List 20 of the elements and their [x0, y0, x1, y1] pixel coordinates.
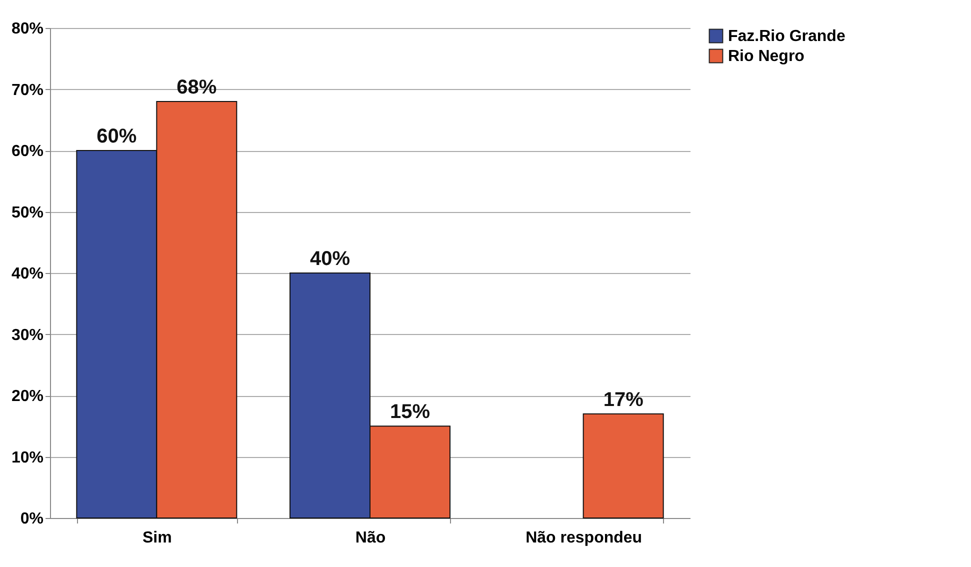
x-tick-label: Não — [355, 530, 386, 546]
data-label: 68% — [176, 76, 217, 98]
y-tick-label: 70% — [11, 82, 44, 99]
x-tick-label: Não respondeu — [526, 530, 642, 546]
legend-label: Faz.Rio Grande — [728, 28, 846, 45]
data-label: 40% — [310, 248, 350, 270]
y-tick-label: 60% — [11, 143, 44, 160]
y-tick-label: 40% — [11, 266, 44, 282]
y-tick-label: 10% — [11, 449, 44, 466]
data-label: 60% — [96, 126, 137, 148]
data-label: 17% — [603, 388, 644, 411]
y-tick-label: 0% — [20, 510, 44, 528]
y-tick-label: 50% — [11, 204, 44, 222]
legend-label: Rio Negro — [728, 48, 805, 65]
data-label: 15% — [390, 401, 430, 424]
y-tick-label: 80% — [11, 20, 44, 38]
y-tick-label: 20% — [11, 388, 44, 405]
y-tick-label: 30% — [11, 326, 44, 344]
x-tick-label: Sim — [142, 530, 172, 546]
bar — [582, 413, 664, 518]
